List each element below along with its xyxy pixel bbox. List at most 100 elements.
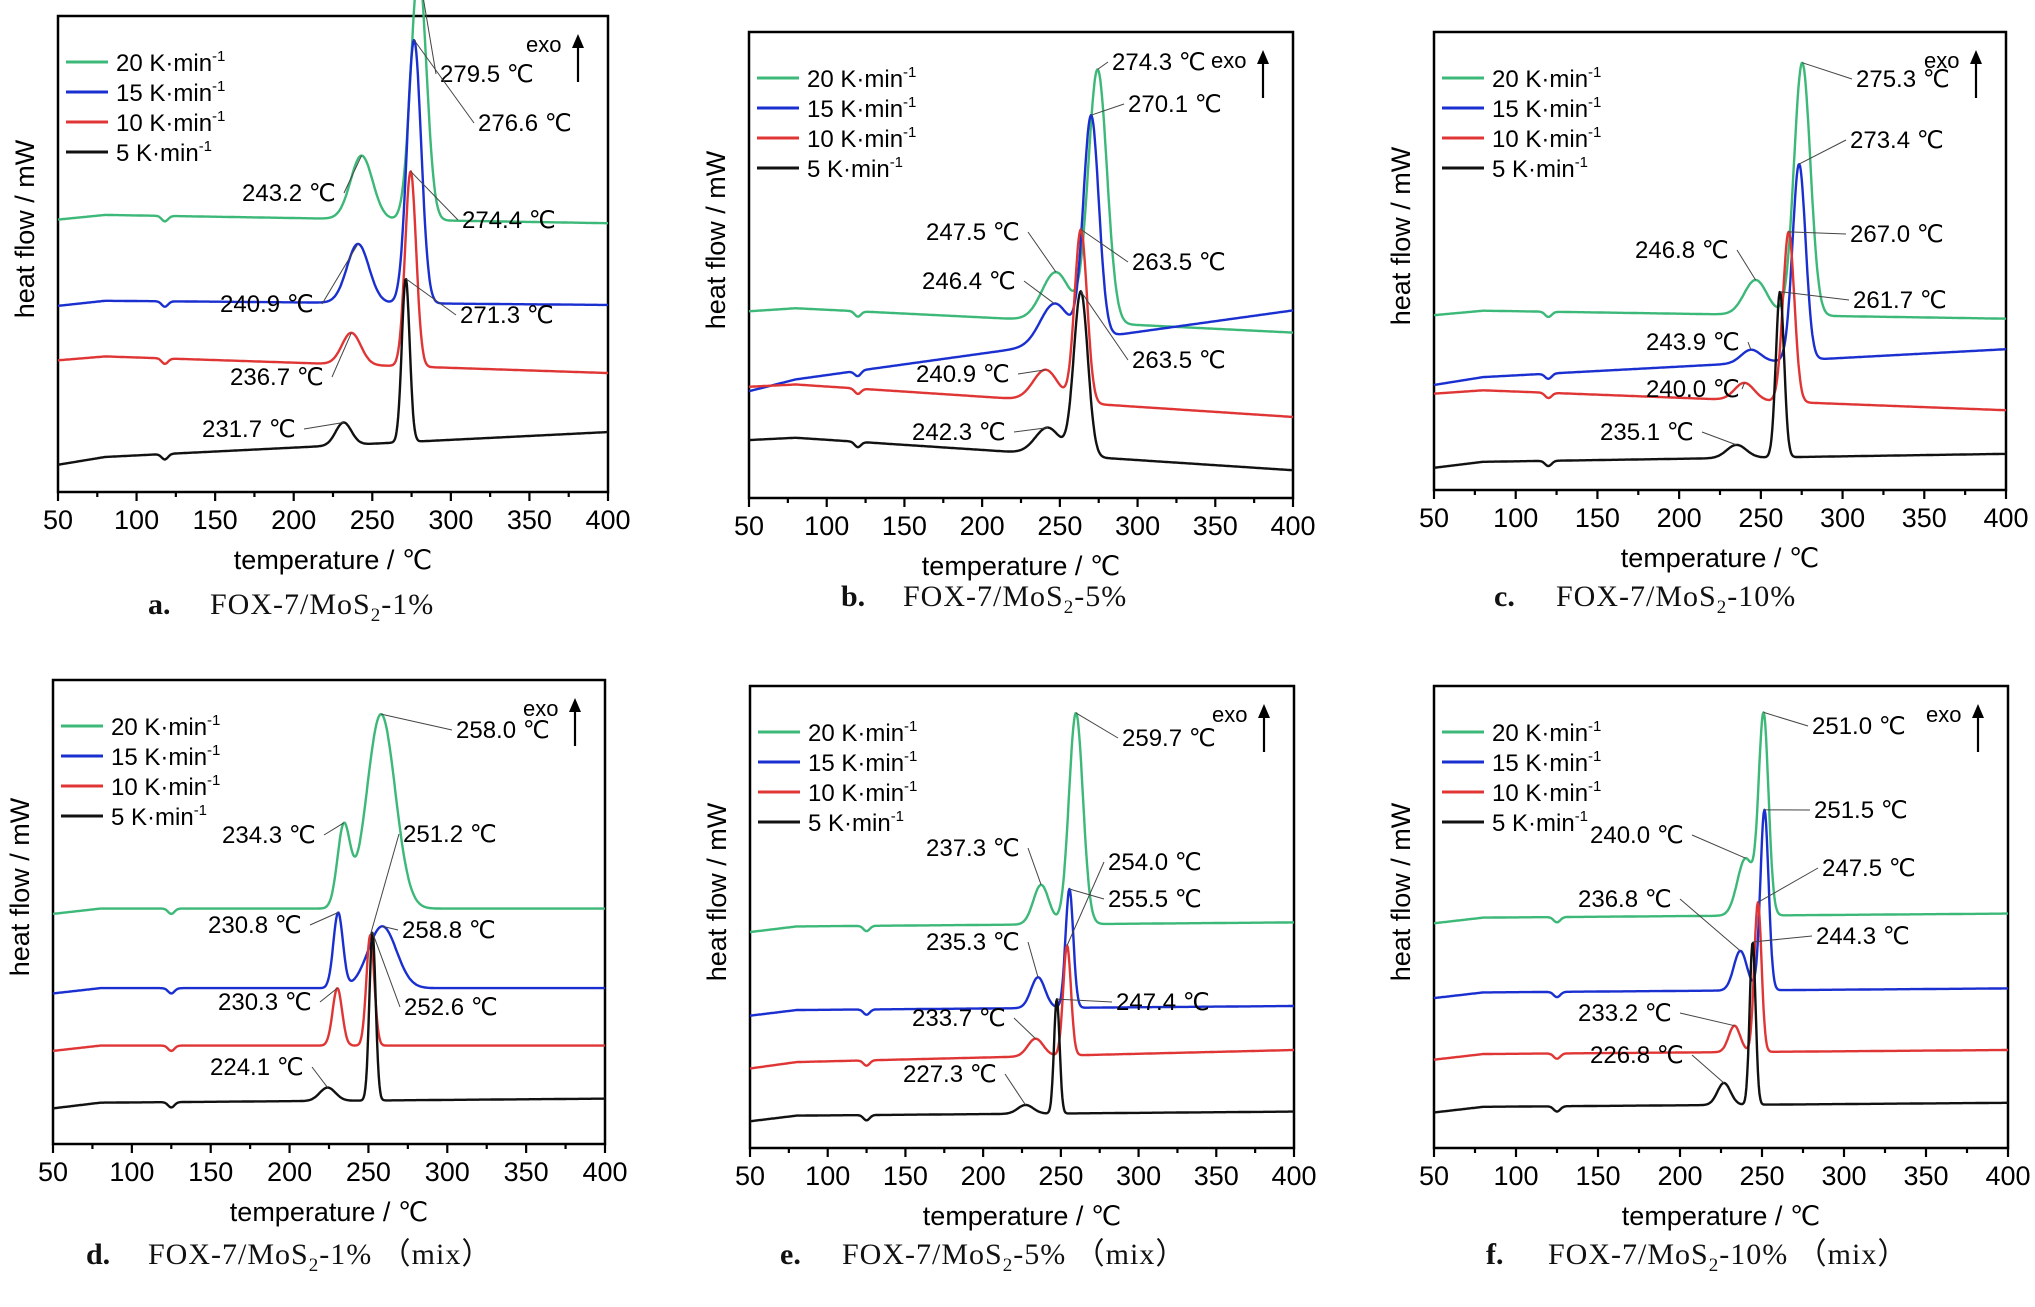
series-line-15-k-min bbox=[53, 913, 605, 994]
legend-exponent: -1 bbox=[1588, 64, 1601, 81]
peak-annotation: 252.6 ℃ bbox=[404, 994, 498, 1021]
exo-label: exo bbox=[526, 32, 561, 57]
x-tick-label: 150 bbox=[193, 505, 238, 535]
x-tick-label: 300 bbox=[1821, 1161, 1866, 1191]
legend-label: 10 K·min-1 bbox=[808, 778, 917, 807]
peak-annotation: 235.1 ℃ bbox=[1600, 419, 1694, 446]
caption-post: -10% bbox=[1727, 580, 1796, 613]
x-tick-label: 300 bbox=[1820, 503, 1865, 533]
legend-label: 10 K·min-1 bbox=[1492, 124, 1601, 153]
x-tick-label: 150 bbox=[188, 1157, 233, 1187]
x-tick-label: 250 bbox=[1738, 503, 1783, 533]
annotation-leader bbox=[1692, 835, 1746, 858]
annotation-leader bbox=[370, 834, 399, 935]
series-line-15-k-min bbox=[750, 889, 1294, 1016]
peak-annotation: 226.8 ℃ bbox=[1590, 1042, 1684, 1069]
caption-letter: f. bbox=[1486, 1238, 1504, 1271]
x-tick-label: 200 bbox=[1657, 1161, 1702, 1191]
legend-exponent: -1 bbox=[890, 154, 903, 171]
peak-annotation: 240.0 ℃ bbox=[1590, 822, 1684, 849]
x-tick-label: 250 bbox=[1739, 1161, 1784, 1191]
series-line-10-k-min bbox=[1434, 902, 2008, 1059]
legend-label: 10 K·min-1 bbox=[807, 124, 916, 153]
x-tick-label: 100 bbox=[804, 511, 849, 541]
x-tick-label: 300 bbox=[428, 505, 473, 535]
legend-label: 5 K·min-1 bbox=[807, 154, 903, 183]
legend-rate: 5 K·min bbox=[1492, 156, 1575, 183]
legend-exponent: -1 bbox=[212, 78, 225, 95]
legend-rate: 10 K·min bbox=[116, 110, 212, 137]
peak-annotation: 271.3 ℃ bbox=[460, 302, 554, 329]
annotation-leader bbox=[1076, 713, 1118, 738]
up-arrow-head-icon bbox=[569, 698, 581, 712]
annotation-leader bbox=[1057, 999, 1112, 1002]
peak-annotation: 240.0 ℃ bbox=[1646, 376, 1740, 403]
x-tick-label: 300 bbox=[1115, 511, 1160, 541]
legend-rate: 15 K·min bbox=[807, 96, 903, 123]
legend-rate: 15 K·min bbox=[1492, 750, 1588, 777]
legend-exponent: -1 bbox=[207, 772, 220, 789]
annotation-leader bbox=[332, 333, 351, 377]
legend-rate: 5 K·min bbox=[808, 810, 891, 837]
caption-post: -5% bbox=[1074, 580, 1127, 613]
caption-text: FOX-7/MoS2-10% （mix） bbox=[1548, 1238, 1908, 1276]
legend-rate: 20 K·min bbox=[116, 50, 212, 77]
x-tick-label: 250 bbox=[1038, 1161, 1083, 1191]
y-axis-label: heat flow / mW bbox=[5, 797, 35, 976]
caption-pre: FOX-7/MoS bbox=[210, 588, 371, 621]
exo-label: exo bbox=[1212, 702, 1247, 727]
peak-annotation: 243.2 ℃ bbox=[242, 180, 336, 207]
x-tick-label: 400 bbox=[1271, 1161, 1316, 1191]
x-axis-label: temperature / ℃ bbox=[230, 1197, 428, 1227]
x-tick-label: 200 bbox=[961, 1161, 1006, 1191]
annotation-leader bbox=[1799, 140, 1846, 164]
legend-rate: 20 K·min bbox=[807, 66, 903, 93]
x-tick-label: 400 bbox=[582, 1157, 627, 1187]
peak-annotation: 231.7 ℃ bbox=[202, 416, 296, 443]
peak-annotation: 236.7 ℃ bbox=[230, 364, 324, 391]
legend-rate: 5 K·min bbox=[116, 140, 199, 167]
exo-label: exo bbox=[1211, 48, 1246, 73]
annotation-leader bbox=[1069, 889, 1104, 899]
legend-label: 5 K·min-1 bbox=[1492, 808, 1588, 837]
legend-exponent: -1 bbox=[1575, 154, 1588, 171]
annotation-leader bbox=[1764, 712, 1808, 726]
legend-rate: 15 K·min bbox=[1492, 96, 1588, 123]
peak-annotation: 259.7 ℃ bbox=[1122, 725, 1216, 752]
x-tick-label: 200 bbox=[267, 1157, 312, 1187]
peak-annotation: 227.3 ℃ bbox=[903, 1061, 997, 1088]
caption-subscript: 2 bbox=[1003, 1255, 1014, 1276]
caption-pre: FOX-7/MoS bbox=[903, 580, 1064, 613]
up-arrow-head-icon bbox=[1970, 50, 1982, 64]
legend-label: 20 K·min-1 bbox=[1492, 718, 1601, 747]
x-axis-label: temperature / ℃ bbox=[1621, 543, 1819, 573]
annotation-leader bbox=[1758, 868, 1818, 902]
series-line-5-k-min bbox=[53, 933, 605, 1109]
peak-annotation: 274.4 ℃ bbox=[462, 207, 556, 234]
caption-letter: e. bbox=[780, 1238, 801, 1271]
legend-exponent: -1 bbox=[1588, 778, 1601, 795]
annotation-leader bbox=[1028, 942, 1038, 977]
x-tick-label: 100 bbox=[1493, 503, 1538, 533]
legend-label: 10 K·min-1 bbox=[116, 108, 225, 137]
peak-annotation: 261.7 ℃ bbox=[1853, 287, 1947, 314]
x-tick-label: 50 bbox=[1419, 1161, 1449, 1191]
x-tick-label: 350 bbox=[1194, 1161, 1239, 1191]
y-axis-label: heat flow / mW bbox=[702, 802, 732, 981]
legend-exponent: -1 bbox=[207, 742, 220, 759]
caption-pre: FOX-7/MoS bbox=[1548, 1238, 1709, 1271]
peak-annotation: 244.3 ℃ bbox=[1816, 923, 1910, 950]
legend-exponent: -1 bbox=[194, 802, 207, 819]
legend-label: 15 K·min-1 bbox=[1492, 94, 1601, 123]
peak-annotation: 251.0 ℃ bbox=[1812, 713, 1906, 740]
peak-annotation: 233.2 ℃ bbox=[1578, 1000, 1672, 1027]
y-axis-label: heat flow / mW bbox=[701, 150, 731, 329]
annotation-leader bbox=[1680, 1013, 1734, 1026]
caption-letter: c. bbox=[1494, 580, 1515, 613]
peak-annotation: 240.9 ℃ bbox=[916, 361, 1010, 388]
legend-exponent: -1 bbox=[1588, 94, 1601, 111]
peak-annotation: 255.5 ℃ bbox=[1108, 886, 1202, 913]
